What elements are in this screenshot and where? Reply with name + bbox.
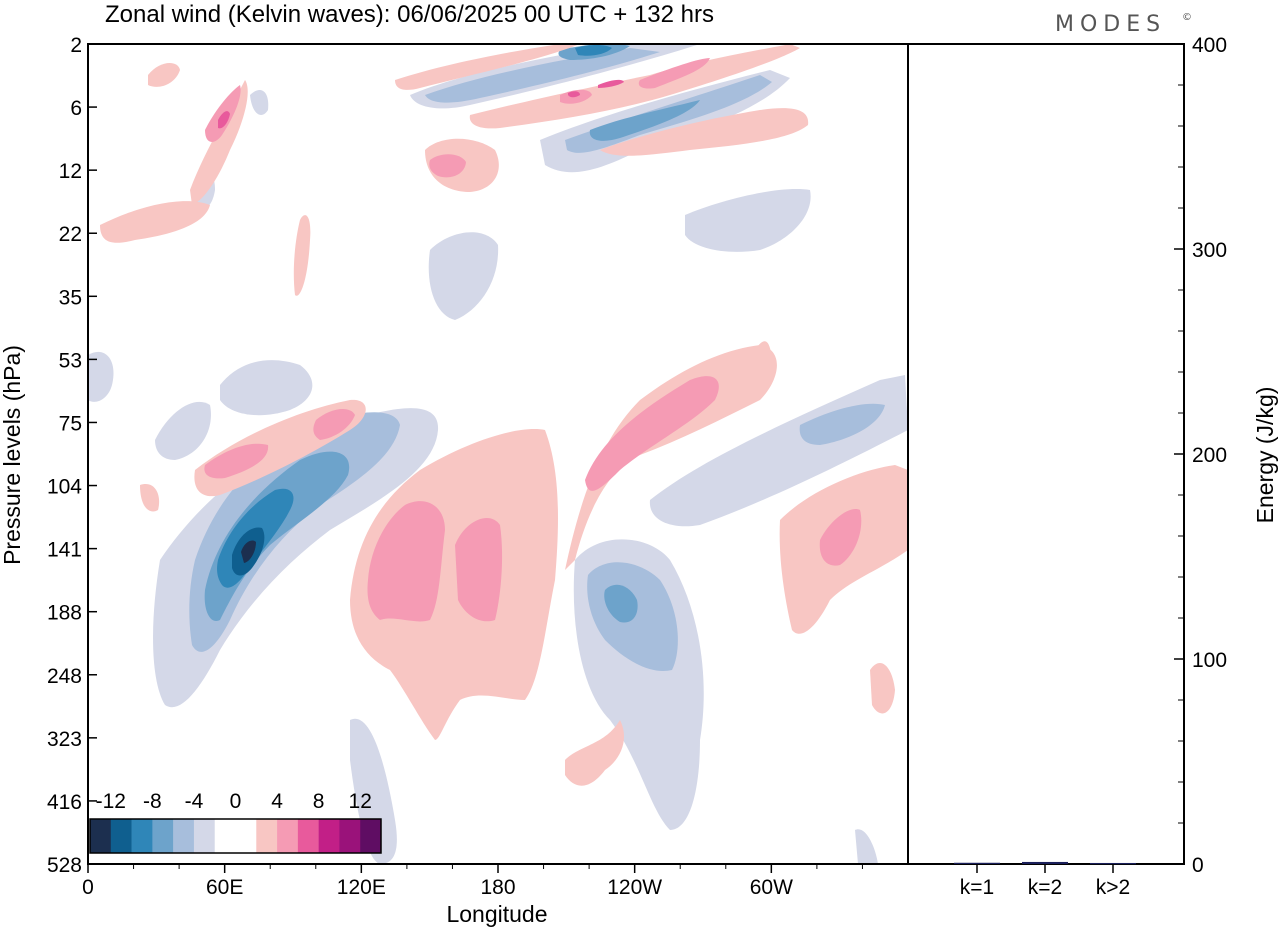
colorbar-labels: -12 -8 -4 0 4 8 12: [96, 790, 372, 813]
colorbar-cell: [152, 819, 174, 853]
energy-bar: [1022, 861, 1068, 864]
y-axis: 2 6 12 22 35 53 75 104 141 188 248 323 416 528: [47, 34, 97, 877]
colorbar-cell: [131, 819, 153, 853]
y-tick-label: 53: [59, 349, 82, 372]
y-tick-label: 22: [59, 223, 82, 246]
x-tick-label: 60E: [206, 876, 243, 899]
longitude-pressure-panel: -12 -8 -4 0 4 8 12 2 6 12 22 35 53 75 104 141 188 248 323…: [0, 34, 909, 927]
colorbar-cell: [339, 819, 361, 853]
y-tick-label: 6: [70, 97, 82, 120]
energy-tick-label: 200: [1192, 444, 1227, 467]
colorbar-label: 8: [313, 790, 325, 813]
energy-tick-label: 100: [1192, 649, 1227, 672]
colorbar-cell: [318, 819, 340, 853]
colorbar: -12 -8 -4 0 4 8 12: [89, 790, 382, 854]
energy-y-axis: 0 100 200 300 400: [1174, 34, 1227, 877]
energy-axis-label: Energy (J/kg): [1252, 387, 1278, 524]
colorbar-cell: [90, 819, 112, 853]
contour-field: [88, 44, 908, 864]
colorbar-cell: [256, 819, 278, 853]
x-tick-label: 0: [82, 876, 94, 899]
x-axis-label: Longitude: [446, 901, 547, 927]
y-axis-label: Pressure levels (hPa): [0, 345, 25, 565]
x-axis: 0 60E 120E 180 120W 60W: [82, 864, 863, 899]
colorbar-frame: [89, 818, 382, 854]
energy-x-axis: k=1 k=2 k>2: [960, 864, 1130, 899]
colorbar-cell: [235, 819, 257, 853]
y-tick-label: 12: [59, 160, 82, 183]
colorbar-label: -8: [143, 790, 162, 813]
energy-panel-frame: [907, 43, 1185, 865]
energy-x-tick-label: k>2: [1096, 876, 1130, 899]
colorbar-label: 4: [271, 790, 283, 813]
colorbar-cell: [214, 819, 236, 853]
colorbar-label: -12: [96, 790, 126, 813]
energy-bars: [954, 861, 1136, 865]
energy-x-tick-label: k=2: [1028, 876, 1062, 899]
y-tick-label: 416: [47, 791, 82, 814]
y-tick-label: 75: [59, 412, 82, 435]
energy-tick-label: 300: [1192, 239, 1227, 262]
colorbar-cell: [110, 819, 132, 853]
energy-panel: 0 100 200 300 400 k=1 k=2 k>2 Energy (J/kg): [907, 34, 1278, 899]
energy-tick-label: 0: [1192, 854, 1204, 877]
y-tick-label: 141: [47, 539, 82, 562]
x-tick-label: 120E: [337, 876, 386, 899]
brand-mark: ©: [1182, 12, 1192, 23]
energy-bar: [954, 862, 1000, 864]
x-tick-label: 120W: [607, 876, 662, 899]
energy-bar: [1090, 862, 1136, 865]
energy-tick-label: 400: [1192, 34, 1227, 57]
x-tick-label: 60W: [750, 876, 793, 899]
colorbar-cell: [297, 819, 319, 853]
colorbar-cell: [193, 819, 216, 853]
colorbar-cell: [360, 819, 382, 853]
y-tick-label: 35: [59, 286, 82, 309]
colorbar-label: 12: [349, 790, 372, 813]
y-tick-label: 528: [47, 854, 82, 877]
y-tick-label: 188: [47, 602, 82, 625]
colorbar-label: -4: [185, 790, 204, 813]
y-tick-label: 323: [47, 728, 82, 751]
brand-logo: MODES: [1055, 12, 1166, 37]
y-tick-label: 248: [47, 665, 82, 688]
colorbar-cells: [90, 819, 382, 853]
colorbar-label: 0: [230, 790, 242, 813]
y-tick-label: 2: [70, 34, 82, 57]
chart-title: Zonal wind (Kelvin waves): 06/06/2025 00…: [105, 1, 714, 28]
y-tick-label: 104: [47, 476, 82, 499]
colorbar-cell: [173, 819, 195, 853]
energy-x-tick-label: k=1: [960, 876, 994, 899]
x-tick-label: 180: [480, 876, 515, 899]
colorbar-cell: [277, 819, 299, 853]
